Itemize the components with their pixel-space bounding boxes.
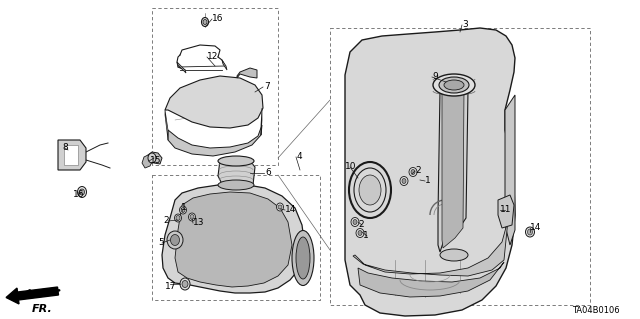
- Text: 14: 14: [530, 223, 541, 232]
- Text: 11: 11: [500, 205, 511, 214]
- Text: FR.: FR.: [32, 304, 52, 314]
- Ellipse shape: [181, 207, 185, 212]
- Ellipse shape: [179, 206, 186, 214]
- Ellipse shape: [79, 189, 84, 195]
- Text: 5: 5: [158, 238, 164, 247]
- Polygon shape: [165, 110, 168, 140]
- Text: 12: 12: [207, 52, 218, 61]
- Text: 3: 3: [462, 20, 468, 29]
- Ellipse shape: [180, 278, 190, 290]
- Text: TA04B0106: TA04B0106: [572, 306, 620, 315]
- Polygon shape: [442, 84, 464, 248]
- Text: 17: 17: [165, 282, 177, 291]
- Polygon shape: [261, 108, 262, 135]
- Ellipse shape: [189, 213, 195, 221]
- Polygon shape: [162, 184, 305, 293]
- Ellipse shape: [175, 214, 182, 222]
- Ellipse shape: [444, 80, 464, 90]
- Ellipse shape: [77, 187, 86, 197]
- Ellipse shape: [202, 18, 209, 26]
- Ellipse shape: [525, 227, 534, 237]
- Text: 2: 2: [415, 166, 420, 175]
- Ellipse shape: [167, 231, 183, 249]
- Ellipse shape: [409, 167, 417, 176]
- Polygon shape: [498, 195, 514, 228]
- Polygon shape: [142, 155, 153, 168]
- Text: 1: 1: [181, 203, 187, 212]
- Polygon shape: [168, 125, 262, 156]
- Polygon shape: [505, 95, 515, 245]
- Polygon shape: [175, 192, 292, 287]
- Text: 9: 9: [432, 72, 438, 81]
- Ellipse shape: [182, 280, 188, 287]
- Text: 7: 7: [264, 82, 269, 91]
- Text: 13: 13: [193, 218, 205, 227]
- Polygon shape: [345, 28, 515, 316]
- Ellipse shape: [411, 169, 415, 174]
- Ellipse shape: [203, 19, 207, 25]
- Text: 4: 4: [297, 152, 303, 161]
- Text: 2: 2: [163, 216, 168, 225]
- Polygon shape: [438, 78, 468, 252]
- Ellipse shape: [402, 179, 406, 183]
- Polygon shape: [237, 68, 257, 78]
- Text: 1: 1: [363, 231, 369, 240]
- Polygon shape: [218, 158, 255, 188]
- Ellipse shape: [276, 203, 284, 211]
- Ellipse shape: [292, 231, 314, 286]
- Ellipse shape: [433, 74, 475, 96]
- Text: 14: 14: [285, 205, 296, 214]
- Text: 6: 6: [265, 168, 271, 177]
- Ellipse shape: [527, 229, 532, 235]
- Polygon shape: [148, 152, 162, 164]
- Text: 10: 10: [345, 162, 356, 171]
- Ellipse shape: [218, 180, 254, 190]
- Polygon shape: [177, 62, 186, 73]
- Polygon shape: [64, 145, 78, 165]
- Ellipse shape: [359, 175, 381, 205]
- Ellipse shape: [218, 156, 254, 166]
- Text: 16: 16: [73, 190, 84, 199]
- Polygon shape: [222, 60, 227, 70]
- Ellipse shape: [176, 216, 180, 220]
- Polygon shape: [165, 76, 263, 128]
- Polygon shape: [58, 140, 86, 170]
- Ellipse shape: [358, 231, 362, 235]
- Polygon shape: [353, 220, 508, 276]
- Polygon shape: [358, 262, 504, 297]
- Ellipse shape: [356, 228, 364, 238]
- Text: 8: 8: [62, 143, 68, 152]
- Text: 2: 2: [358, 220, 364, 229]
- Text: 15: 15: [150, 156, 161, 165]
- Ellipse shape: [296, 237, 310, 279]
- FancyArrow shape: [6, 287, 58, 304]
- Ellipse shape: [439, 77, 469, 93]
- Ellipse shape: [440, 249, 468, 261]
- Ellipse shape: [400, 176, 408, 186]
- Ellipse shape: [278, 205, 282, 209]
- Text: 16: 16: [212, 14, 223, 23]
- Ellipse shape: [148, 153, 156, 163]
- Ellipse shape: [353, 219, 357, 225]
- Ellipse shape: [190, 214, 194, 219]
- Text: 1: 1: [425, 176, 431, 185]
- Ellipse shape: [170, 234, 179, 246]
- Ellipse shape: [351, 218, 359, 226]
